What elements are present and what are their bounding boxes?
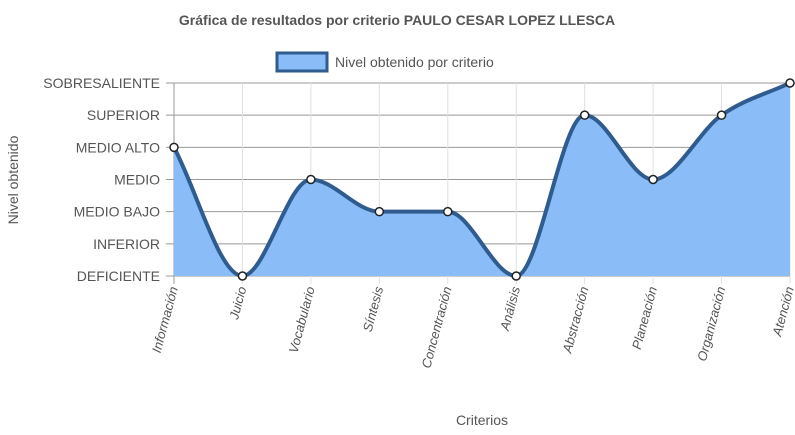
x-axis-ticks: Información Juicio Vocabulario Síntesis Conc… xyxy=(149,284,795,369)
data-point xyxy=(579,110,590,120)
y-tick-label: DEFICIENTE xyxy=(77,268,160,284)
y-axis-label: Nivel obtenido xyxy=(5,135,21,224)
x-tick-label: Análisis xyxy=(497,284,523,333)
x-tick-label: Juicio xyxy=(226,285,249,322)
x-tick-label: Información xyxy=(149,285,181,354)
y-tick-label: INFERIOR xyxy=(93,236,160,252)
y-tick-label: MEDIO ALTO xyxy=(76,139,160,155)
legend[interactable]: Nivel obtenido por criterio xyxy=(275,51,494,73)
data-point xyxy=(785,78,795,88)
x-tick-label: Planeación xyxy=(629,285,660,351)
x-tick-label: Vocabulario xyxy=(286,285,318,355)
data-point xyxy=(648,174,658,185)
x-tick-label: Síntesis xyxy=(360,284,387,333)
data-point xyxy=(443,206,453,217)
data-point xyxy=(374,206,385,217)
data-point xyxy=(169,142,179,153)
y-axis-ticks: DEFICIENTE INFERIOR MEDIO BAJO MEDIO MEDIO A… xyxy=(43,75,160,284)
data-points xyxy=(169,78,795,281)
data-point xyxy=(306,174,316,185)
series-line xyxy=(172,81,791,278)
data-point xyxy=(511,271,521,281)
x-tick-label: Abstracción xyxy=(559,285,591,355)
data-point xyxy=(237,271,248,281)
y-tick-label: MEDIO BAJO xyxy=(74,204,160,220)
data-point xyxy=(716,110,727,120)
legend-label: Nivel obtenido por criterio xyxy=(335,54,494,70)
x-tick-label: Organización xyxy=(694,285,728,363)
series-area xyxy=(172,81,791,278)
x-tick-label: Concentración xyxy=(418,285,454,370)
series-fill xyxy=(174,83,790,276)
y-tick-label: SOBRESALIENTE xyxy=(43,75,160,91)
x-tick-label: Atención xyxy=(769,285,795,339)
legend-swatch xyxy=(275,51,329,73)
y-tick-label: MEDIO xyxy=(114,172,160,188)
y-tick-label: SUPERIOR xyxy=(87,107,160,123)
chart-title: Gráfica de resultados por criterio PAULO… xyxy=(179,12,615,28)
x-axis-label: Criterios xyxy=(456,412,508,428)
